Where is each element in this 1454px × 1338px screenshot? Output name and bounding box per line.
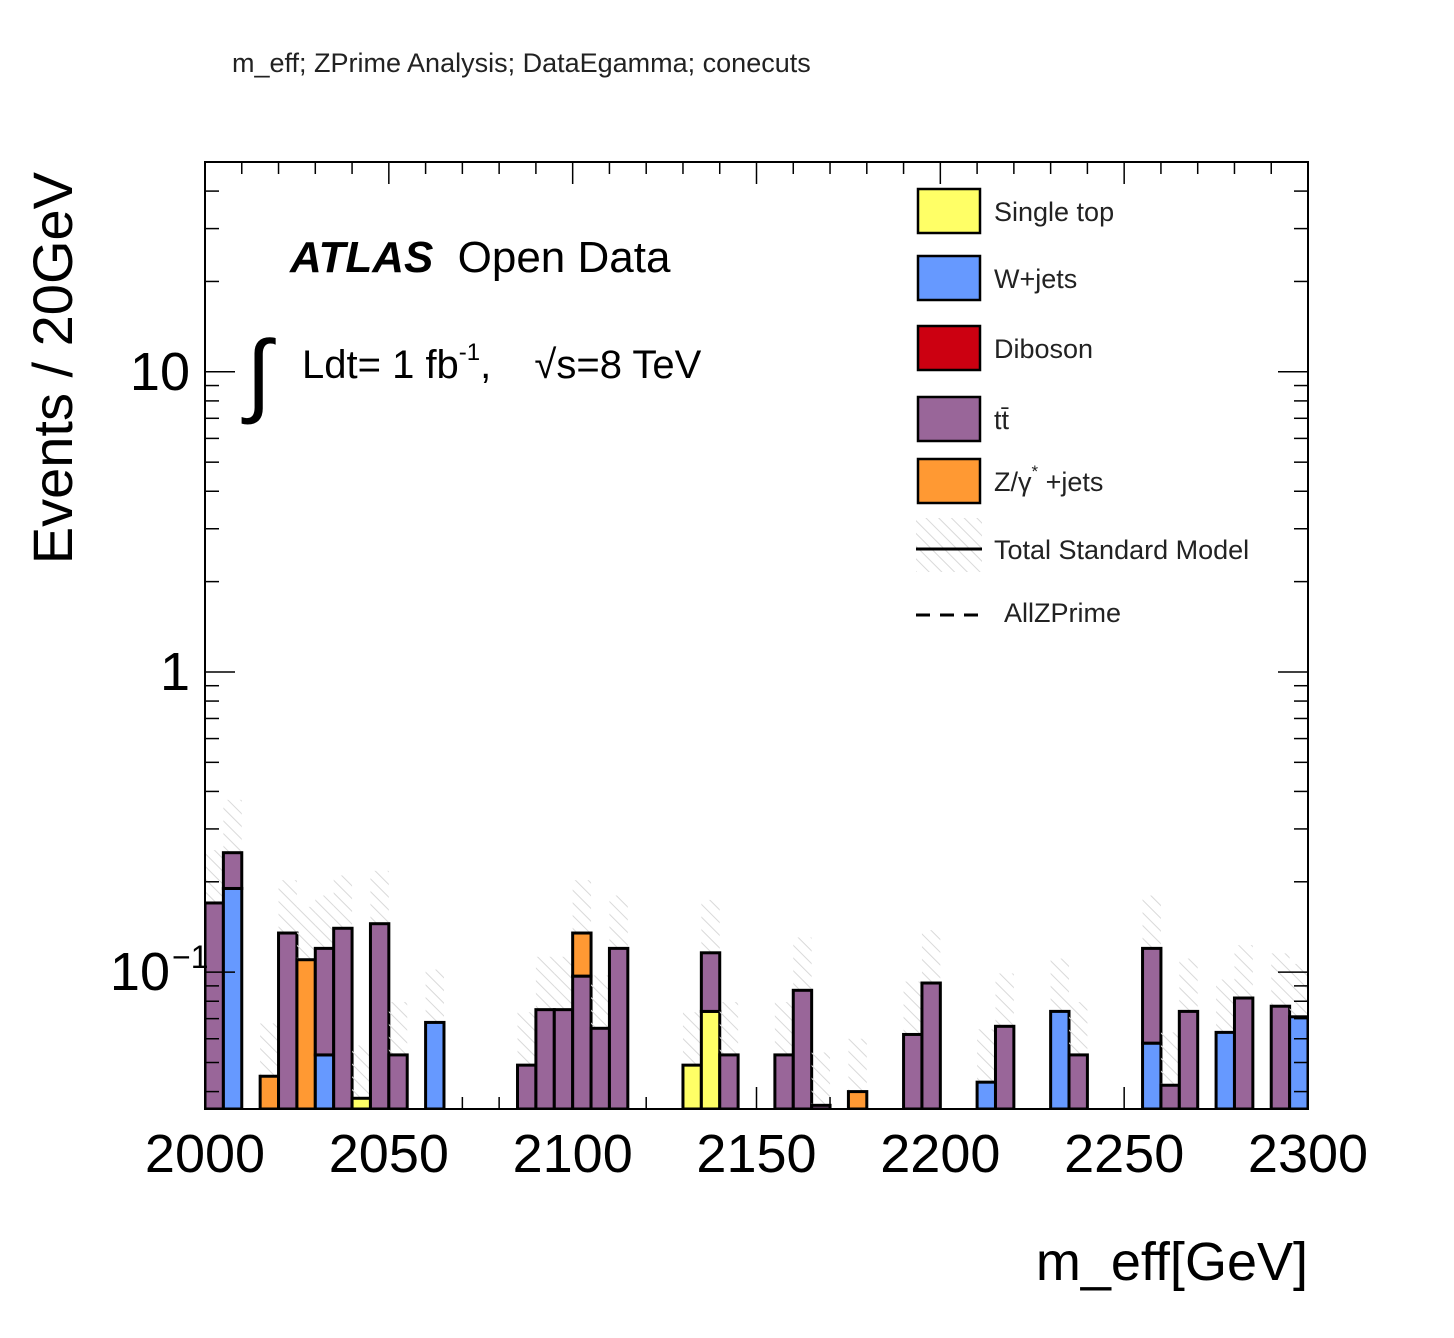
histogram-bar [1177,1009,1200,1109]
histogram-bar [516,1063,538,1109]
histogram-bar [534,1008,556,1109]
histogram-bar [313,1053,336,1109]
histogram-bar [221,851,244,890]
y-tick-label: 10 [110,942,170,1002]
integral-symbol: ∫ [241,323,276,425]
histogram-bar [718,1053,740,1109]
histogram-bar [1232,996,1255,1109]
histogram-bar [993,1024,1016,1109]
x-axis-label: m_eff[GeV] [1036,1232,1308,1292]
legend-label: AllZPrime [1004,598,1121,628]
histogram-bar [424,1020,446,1109]
x-tick-label: 2250 [1064,1124,1184,1184]
atlas-label-bold: ATLAS [289,233,433,282]
legend-label-sup: * [1032,462,1039,481]
x-tick-label: 2000 [145,1124,265,1184]
histogram-bar [387,1053,409,1109]
histogram-bar [1141,1041,1163,1109]
lumi-sup: -1 [459,339,480,366]
histogram-bar [920,981,942,1109]
x-tick-label: 2150 [696,1124,816,1184]
histogram-bar [975,1080,997,1109]
legend-uncertainty-swatch [916,518,982,572]
histogram-bar [571,931,593,978]
atlas-label-normal: Open Data [458,233,671,282]
legend-swatch [916,457,982,505]
histogram-bar [791,988,814,1109]
legend: Single top W+jets Diboson tt̄ Z/γ* +jets Tota… [916,187,1249,628]
legend-label: Diboson [994,334,1093,364]
chart-title: m_eff; ZPrime Analysis; DataEgamma; cone… [232,48,811,78]
legend-swatch [916,254,982,302]
histogram-bar [552,1008,575,1109]
legend-label: W+jets [994,264,1077,294]
histogram-bar [1141,946,1163,1045]
y-tick-label: 10 [130,342,190,402]
x-tick-label: 2100 [513,1124,633,1184]
histogram-bar [258,1074,281,1109]
uncertainty-band [352,1045,371,1109]
y-tick-label: 1 [160,642,190,702]
histogram-bar [295,958,317,1109]
histogram-bar [205,901,225,1109]
lumi-text: Ldt= 1 fb [302,343,459,387]
histogram-bar [571,974,593,1109]
histogram-bar [350,1096,372,1109]
legend-label-suffix: +jets [1038,467,1103,497]
histogram-bars [205,799,1308,1109]
histogram-bar [332,926,354,1109]
histogram-bar [221,886,244,1109]
histogram-bar [1049,1009,1071,1109]
uncertainty-band [811,1052,831,1109]
lumi-comma: , [480,343,491,387]
lumi-label: Ldt= 1 fb-1, √s=8 TeV [302,339,702,387]
legend-label: Z/γ* +jets [994,462,1103,497]
histogram-bar [699,1009,722,1109]
plot-frame [204,161,1309,1110]
histogram-bar [1159,1083,1181,1109]
histogram-bar [1269,1004,1292,1109]
legend-label: tt̄ [994,405,1010,435]
y-tick-exponent: −1 [172,939,208,975]
legend-swatch [916,324,982,372]
legend-swatch [916,187,982,235]
histogram-bar [902,1032,924,1109]
histogram-bar [846,1090,869,1109]
x-tick-label: 2300 [1248,1124,1368,1184]
histogram-bar [681,1063,703,1109]
x-tick-label: 2200 [880,1124,1000,1184]
histogram-bar [607,946,630,1109]
histogram-bar [699,951,722,1013]
legend-label: Single top [994,197,1114,227]
y-axis-label: Events / 20GeV [21,171,84,564]
energy-label: √s=8 TeV [534,343,701,387]
histogram-bar [368,922,391,1109]
histogram-bar [1067,1053,1089,1109]
histogram-bar [589,1026,611,1109]
x-tick-labels: 2000 2050 2100 2150 2200 2250 2300 [145,1124,1368,1184]
histogram-bar [313,946,336,1057]
histogram-bar [773,1053,795,1109]
histogram-bar [277,931,299,1109]
atlas-label: ATLAS Open Data [289,233,671,282]
legend-label: Total Standard Model [994,535,1249,565]
histogram-bar [1214,1030,1236,1109]
legend-swatch [916,395,982,443]
x-tick-label: 2050 [329,1124,449,1184]
axes [204,161,1309,1109]
